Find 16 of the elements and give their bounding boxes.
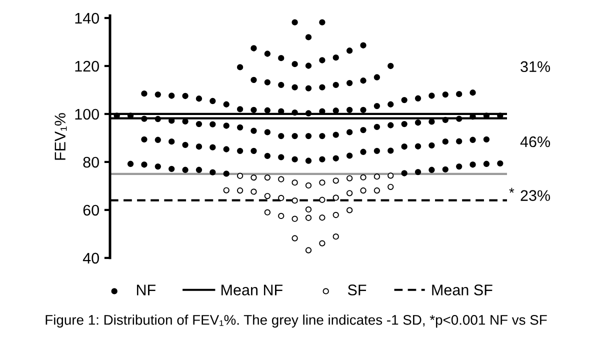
y-tick-label: 60 [83,204,99,216]
text: 23% [520,190,550,201]
legend-label: SF [348,284,366,296]
y-tick-label: 80 [83,156,99,168]
y-tick-label: 140 [75,12,99,24]
text: 46% [520,136,550,148]
legend-label: NF [136,284,156,296]
y-axis-title: FEV₁% [54,113,67,160]
y-tick-label: 120 [75,60,99,72]
text: * [509,188,514,193]
caption: Figure 1: Distribution of FEV₁%. The grey line indicates -1 SD, *p<0.001 NF vs SF [46,314,547,328]
text: 31% [520,61,550,72]
y-tick-label: 40 [82,252,99,264]
legend-label: Mean NF [222,284,282,296]
y-tick-label: 100 [75,108,99,120]
legend-label: Mean SF [432,284,492,296]
